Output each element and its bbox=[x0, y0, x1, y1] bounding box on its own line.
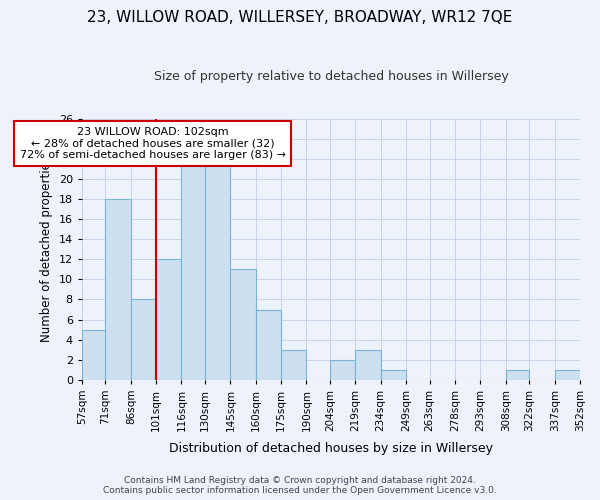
Bar bbox=[330, 360, 355, 380]
X-axis label: Distribution of detached houses by size in Willersey: Distribution of detached houses by size … bbox=[169, 442, 493, 455]
Bar bbox=[281, 350, 307, 380]
Bar bbox=[230, 270, 256, 380]
Bar bbox=[381, 370, 406, 380]
Bar bbox=[106, 199, 131, 380]
Bar bbox=[131, 300, 156, 380]
Bar bbox=[256, 310, 281, 380]
Bar bbox=[506, 370, 529, 380]
Y-axis label: Number of detached properties: Number of detached properties bbox=[40, 156, 53, 342]
Text: 23 WILLOW ROAD: 102sqm
← 28% of detached houses are smaller (32)
72% of semi-det: 23 WILLOW ROAD: 102sqm ← 28% of detached… bbox=[20, 127, 286, 160]
Bar bbox=[156, 260, 181, 380]
Text: Contains HM Land Registry data © Crown copyright and database right 2024.
Contai: Contains HM Land Registry data © Crown c… bbox=[103, 476, 497, 495]
Bar bbox=[205, 159, 230, 380]
Title: Size of property relative to detached houses in Willersey: Size of property relative to detached ho… bbox=[154, 70, 508, 83]
Text: 23, WILLOW ROAD, WILLERSEY, BROADWAY, WR12 7QE: 23, WILLOW ROAD, WILLERSEY, BROADWAY, WR… bbox=[88, 10, 512, 25]
Bar bbox=[355, 350, 381, 380]
Bar bbox=[181, 159, 205, 380]
Bar bbox=[554, 370, 580, 380]
Bar bbox=[82, 330, 106, 380]
